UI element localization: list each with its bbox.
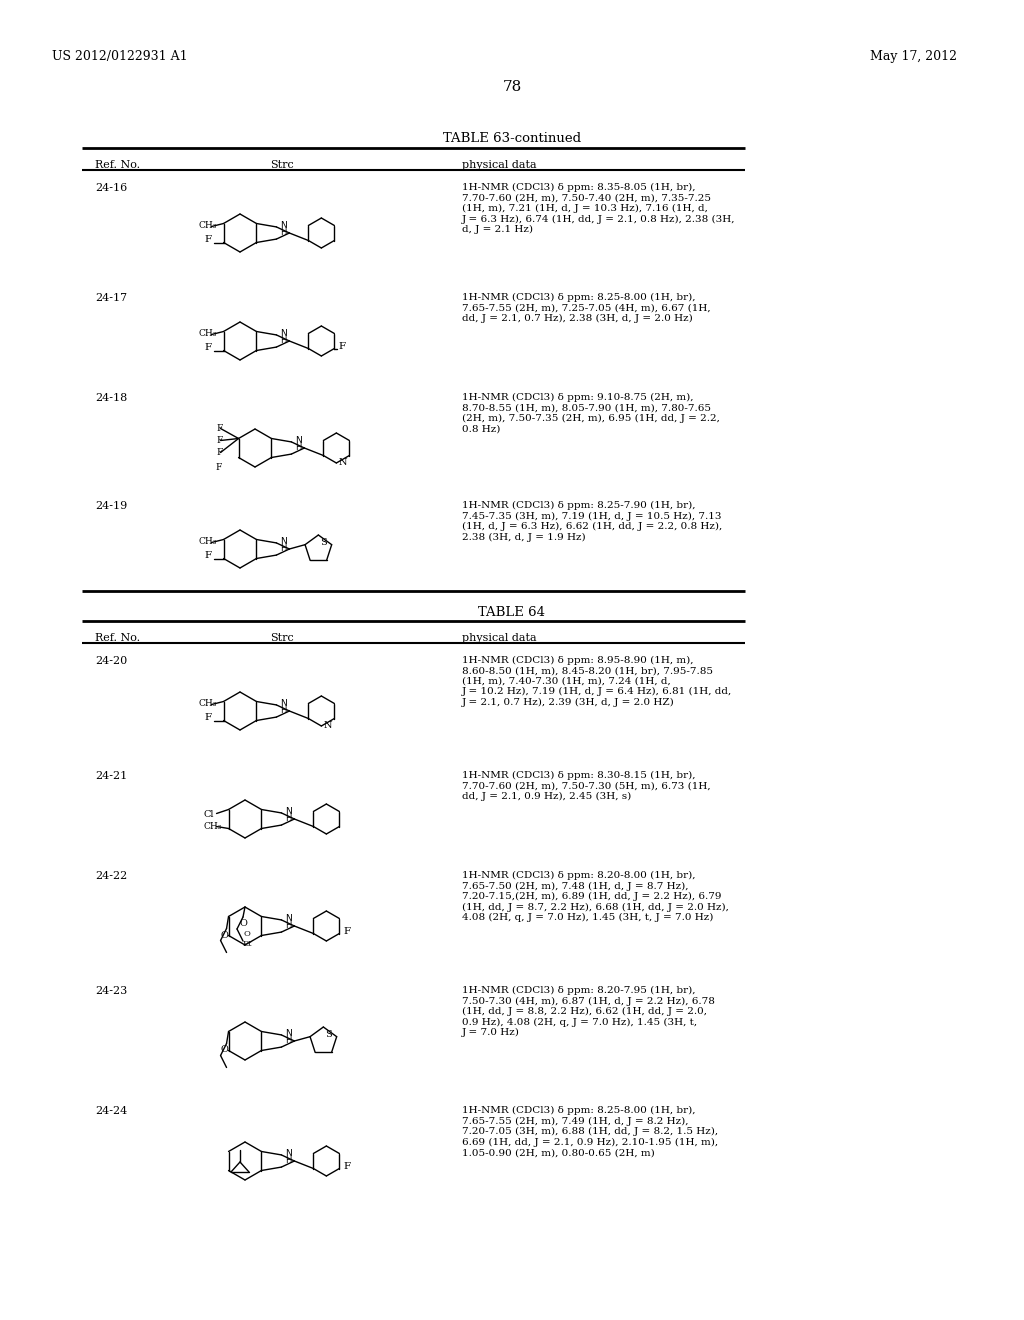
Text: 1H-NMR (CDCl3) δ ppm: 8.30-8.15 (1H, br),
7.70-7.60 (2H, m), 7.50-7.30 (5H, m), : 1H-NMR (CDCl3) δ ppm: 8.30-8.15 (1H, br)… [462,771,711,801]
Text: O: O [220,931,228,940]
Text: 24-21: 24-21 [95,771,127,781]
Text: H: H [281,706,287,715]
Text: Strc: Strc [270,160,294,170]
Text: 24-23: 24-23 [95,986,127,997]
Text: 24-19: 24-19 [95,502,127,511]
Text: 78: 78 [503,81,521,94]
Text: physical data: physical data [462,634,537,643]
Text: N: N [286,913,292,923]
Text: H: H [281,544,287,553]
Text: N: N [281,220,287,230]
Text: Strc: Strc [270,634,294,643]
Text: CH₃: CH₃ [199,329,217,338]
Text: H: H [295,444,302,451]
Text: 1H-NMR (CDCl3) δ ppm: 8.25-8.00 (1H, br),
7.65-7.55 (2H, m), 7.25-7.05 (4H, m), : 1H-NMR (CDCl3) δ ppm: 8.25-8.00 (1H, br)… [462,293,711,323]
Text: N: N [286,1028,292,1038]
Text: 24-20: 24-20 [95,656,127,667]
Text: S: S [321,539,327,546]
Text: O: O [239,919,247,928]
Text: TABLE 63-continued: TABLE 63-continued [443,132,581,145]
Text: N: N [324,721,332,730]
Text: F: F [205,713,212,722]
Text: H: H [286,1156,292,1166]
Text: 24-18: 24-18 [95,393,127,403]
Text: Ref. No.: Ref. No. [95,160,140,170]
Text: 1H-NMR (CDCl3) δ ppm: 8.35-8.05 (1H, br),
7.70-7.60 (2H, m), 7.50-7.40 (2H, m), : 1H-NMR (CDCl3) δ ppm: 8.35-8.05 (1H, br)… [462,183,735,234]
Text: F: F [216,447,223,457]
Text: US 2012/0122931 A1: US 2012/0122931 A1 [52,50,187,63]
Text: 24-17: 24-17 [95,293,127,304]
Text: 24-22: 24-22 [95,871,127,880]
Text: 1H-NMR (CDCl3) δ ppm: 8.25-7.90 (1H, br),
7.45-7.35 (3H, m), 7.19 (1H, d, J = 10: 1H-NMR (CDCl3) δ ppm: 8.25-7.90 (1H, br)… [462,502,722,541]
Text: S: S [326,1030,332,1039]
Text: N: N [286,1148,292,1158]
Text: F: F [343,1162,350,1171]
Text: N: N [281,537,287,546]
Text: physical data: physical data [462,160,537,170]
Text: F: F [343,927,350,936]
Text: 1H-NMR (CDCl3) δ ppm: 8.95-8.90 (1H, m),
8.60-8.50 (1H, m), 8.45-8.20 (1H, br), : 1H-NMR (CDCl3) δ ppm: 8.95-8.90 (1H, m),… [462,656,732,708]
Text: H: H [281,228,287,236]
Text: 1H-NMR (CDCl3) δ ppm: 9.10-8.75 (2H, m),
8.70-8.55 (1H, m), 8.05-7.90 (1H, m), 7: 1H-NMR (CDCl3) δ ppm: 9.10-8.75 (2H, m),… [462,393,720,433]
Text: Cl: Cl [203,810,214,818]
Text: O: O [220,1045,228,1055]
Text: H: H [286,921,292,929]
Text: CH₃: CH₃ [199,220,217,230]
Text: CH₃: CH₃ [199,537,217,546]
Text: F: F [215,463,222,473]
Text: H: H [281,335,287,345]
Text: 1H-NMR (CDCl3) δ ppm: 8.20-7.95 (1H, br),
7.50-7.30 (4H, m), 6.87 (1H, d, J = 2.: 1H-NMR (CDCl3) δ ppm: 8.20-7.95 (1H, br)… [462,986,715,1038]
Text: May 17, 2012: May 17, 2012 [870,50,957,63]
Text: N: N [338,458,347,467]
Text: F: F [338,342,345,351]
Text: O
Et: O Et [243,931,252,948]
Text: N: N [281,698,287,708]
Text: F: F [216,436,223,445]
Text: N: N [295,436,302,445]
Text: CH₃: CH₃ [199,700,217,708]
Text: F: F [205,343,212,352]
Text: F: F [205,235,212,244]
Text: N: N [281,329,287,338]
Text: H: H [286,814,292,822]
Text: F: F [216,424,223,433]
Text: F: F [205,550,212,560]
Text: 24-16: 24-16 [95,183,127,193]
Text: 1H-NMR (CDCl3) δ ppm: 8.20-8.00 (1H, br),
7.65-7.50 (2H, m), 7.48 (1H, d, J = 8.: 1H-NMR (CDCl3) δ ppm: 8.20-8.00 (1H, br)… [462,871,729,923]
Text: CH₃: CH₃ [204,822,222,832]
Text: N: N [286,807,292,816]
Text: Ref. No.: Ref. No. [95,634,140,643]
Text: TABLE 64: TABLE 64 [478,606,546,619]
Text: H: H [286,1036,292,1045]
Text: 24-24: 24-24 [95,1106,127,1115]
Text: 1H-NMR (CDCl3) δ ppm: 8.25-8.00 (1H, br),
7.65-7.55 (2H, m), 7.49 (1H, d, J = 8.: 1H-NMR (CDCl3) δ ppm: 8.25-8.00 (1H, br)… [462,1106,718,1158]
